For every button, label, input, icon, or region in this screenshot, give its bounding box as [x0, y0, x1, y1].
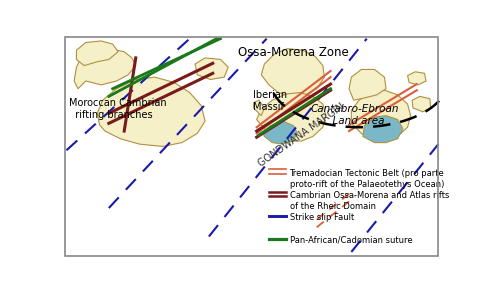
Polygon shape [77, 41, 118, 66]
Polygon shape [195, 58, 228, 79]
Text: Cantabro-Ebroan
  Land area: Cantabro-Ebroan Land area [311, 104, 400, 126]
Text: GONDWANA MARGIN: GONDWANA MARGIN [256, 101, 346, 168]
Polygon shape [97, 77, 205, 146]
Polygon shape [408, 72, 426, 85]
Text: Strike slip Fault: Strike slip Fault [290, 213, 354, 222]
Text: Pan-African/Cadomian suture: Pan-African/Cadomian suture [290, 235, 412, 245]
Text: Cambrian Ossa-Morena and Atlas rifts
of the Rheic Domain: Cambrian Ossa-Morena and Atlas rifts of … [290, 191, 449, 211]
Polygon shape [412, 96, 431, 112]
Text: Moroccan Cambrian
  rifting branches: Moroccan Cambrian rifting branches [69, 98, 166, 119]
Polygon shape [263, 121, 298, 144]
Polygon shape [253, 100, 264, 116]
Polygon shape [363, 116, 403, 143]
Text: Tremadocian Tectonic Belt (pro parte
proto-rift of the Palaeotethys Ocean): Tremadocian Tectonic Belt (pro parte pro… [290, 168, 444, 189]
Text: Ossa-Morena Zone: Ossa-Morena Zone [238, 46, 349, 59]
Polygon shape [349, 69, 386, 100]
Text: Iberian
Massif: Iberian Massif [253, 90, 287, 112]
Polygon shape [352, 90, 410, 141]
Polygon shape [261, 49, 325, 96]
Polygon shape [74, 49, 136, 89]
Polygon shape [257, 93, 326, 141]
